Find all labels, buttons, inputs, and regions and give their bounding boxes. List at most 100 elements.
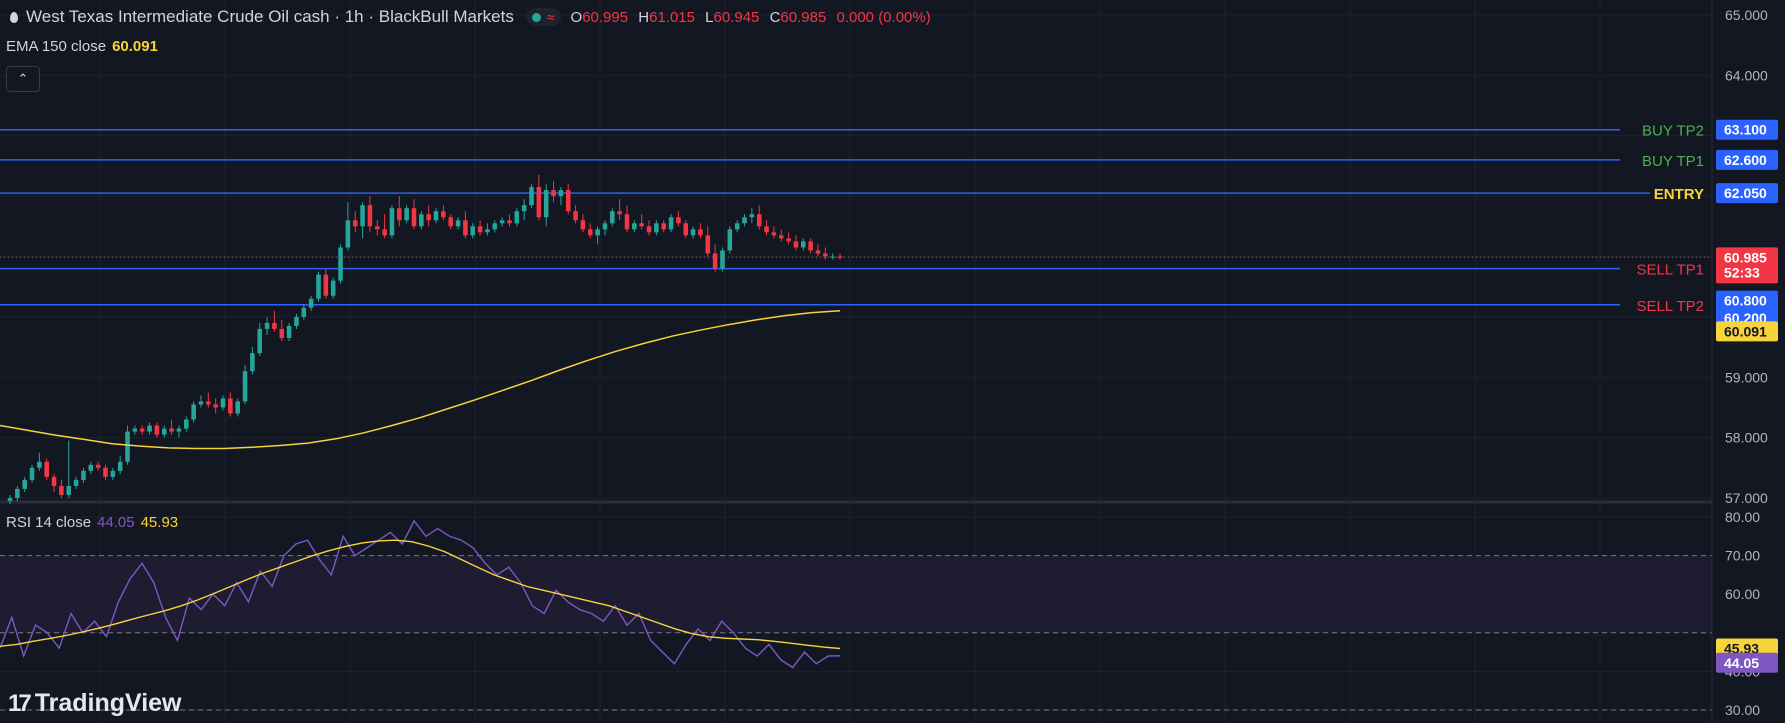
candle-body (815, 250, 821, 254)
candle-body (110, 470, 116, 477)
candle-body (220, 398, 226, 408)
last-price-tag: 60.985 (1724, 249, 1767, 265)
ema-tag: 60.091 (1724, 323, 1767, 339)
candle-body (749, 214, 755, 218)
candle-body (213, 404, 218, 408)
candle-body (316, 274, 321, 299)
candle-body (433, 211, 439, 221)
candle-body (250, 353, 255, 372)
candle-body (573, 211, 578, 221)
rsi-tag: 44.05 (1724, 655, 1759, 671)
candle-body (330, 280, 336, 296)
candle-body (29, 467, 35, 480)
candle-body (37, 461, 42, 468)
price-level-name: SELL TP1 (1636, 262, 1704, 279)
candle-body (536, 187, 542, 218)
candle-body (477, 226, 483, 233)
price-level-name: BUY TP1 (1642, 153, 1704, 170)
price-level-tag: 62.050 (1724, 185, 1767, 201)
candle-body (521, 205, 527, 212)
rsi-legend[interactable]: RSI 14 close 44.05 45.93 (6, 514, 178, 531)
candle-body (727, 229, 733, 251)
candle-body (88, 464, 94, 471)
candle-body (646, 226, 652, 233)
candle-body (411, 208, 417, 227)
candle-body (374, 226, 380, 230)
candle-body (147, 425, 152, 432)
candle-body (389, 208, 395, 236)
candle-body (632, 223, 637, 230)
rsi-tick-label: 70.00 (1725, 548, 1760, 564)
candle-body (154, 425, 160, 435)
candle-body (602, 223, 608, 230)
candle-body (698, 229, 703, 236)
price-level-tag-box (1716, 119, 1778, 140)
candle-body (235, 401, 240, 414)
candle-body (455, 220, 461, 227)
candle-body (117, 461, 123, 471)
candle-body (742, 217, 747, 224)
oil-drop-icon (10, 11, 18, 23)
price-level-name: BUY TP2 (1642, 123, 1704, 140)
rsi-line (0, 519, 841, 669)
ohlc-high: 61.015 (649, 8, 695, 26)
candle-body (786, 238, 791, 242)
rsi-tick-label: 30.00 (1725, 702, 1760, 718)
ema-tag-box (1716, 321, 1778, 342)
candle-body (360, 205, 365, 227)
price-level-tag-box (1716, 290, 1778, 311)
candle-body (734, 223, 740, 230)
price-level-tag: 63.100 (1724, 122, 1767, 138)
candle-body (301, 307, 307, 317)
candle-body (771, 232, 777, 236)
candle-body (382, 229, 387, 236)
price-level-tag: 62.600 (1724, 152, 1767, 168)
price-axis (1711, 0, 1785, 723)
candle-body (492, 223, 498, 230)
ema-150-line (0, 310, 841, 450)
market-status-pill[interactable]: ≈ (525, 8, 561, 26)
candle-body (426, 214, 431, 221)
ohlc-open-key: O (570, 8, 583, 26)
candle-body (499, 220, 505, 224)
rsi-tick-label: 80.00 (1725, 509, 1760, 525)
candle-body (419, 214, 424, 227)
ema-legend-label: EMA 150 close (6, 38, 107, 55)
candle-body (587, 229, 593, 236)
candle-body (132, 428, 138, 432)
candle-body (683, 223, 689, 236)
candle-body (778, 235, 784, 239)
candle-body (558, 190, 564, 197)
collapse-legend-button[interactable]: ⌃ (6, 66, 40, 92)
price-levels: BUY TP2 BUY TP1 ENTRY SELL TP1 SELL TP2 (0, 123, 1704, 315)
ohlc-close-key: C (769, 8, 781, 26)
price-tick-label: 64.000 (1725, 67, 1768, 83)
candle-body (565, 190, 571, 212)
price-level-tag-box (1716, 183, 1778, 204)
candle-body (272, 322, 277, 329)
candle-body (654, 223, 659, 233)
rsi-legend-label: RSI 14 close (6, 514, 92, 531)
candle-body (639, 223, 644, 227)
ema-legend[interactable]: EMA 150 close 60.091 (6, 38, 158, 55)
candle-body (228, 398, 233, 414)
symbol-legend[interactable]: West Texas Intermediate Crude Oil cash ·… (10, 7, 937, 27)
candle-body (529, 187, 534, 206)
candle-body (676, 217, 681, 224)
chevron-up-icon: ⌃ (17, 71, 29, 86)
ohlc-close: 60.985 (780, 8, 827, 26)
candle-body (551, 190, 556, 197)
candle-body (507, 220, 512, 224)
candle-body (308, 298, 314, 308)
ohlc-low-key: L (705, 8, 714, 26)
candle-body (800, 241, 806, 248)
price-level-name: SELL TP2 (1636, 298, 1704, 315)
candle-body (81, 470, 86, 480)
candle-body (51, 476, 57, 486)
candle-body (257, 328, 263, 354)
price-tick-label: 65.000 (1725, 7, 1768, 23)
rsi-ma-line (0, 539, 841, 650)
rsi-ma-tag: 45.93 (1724, 641, 1759, 657)
tradingview-logo[interactable]: 17 TradingView (8, 689, 182, 718)
